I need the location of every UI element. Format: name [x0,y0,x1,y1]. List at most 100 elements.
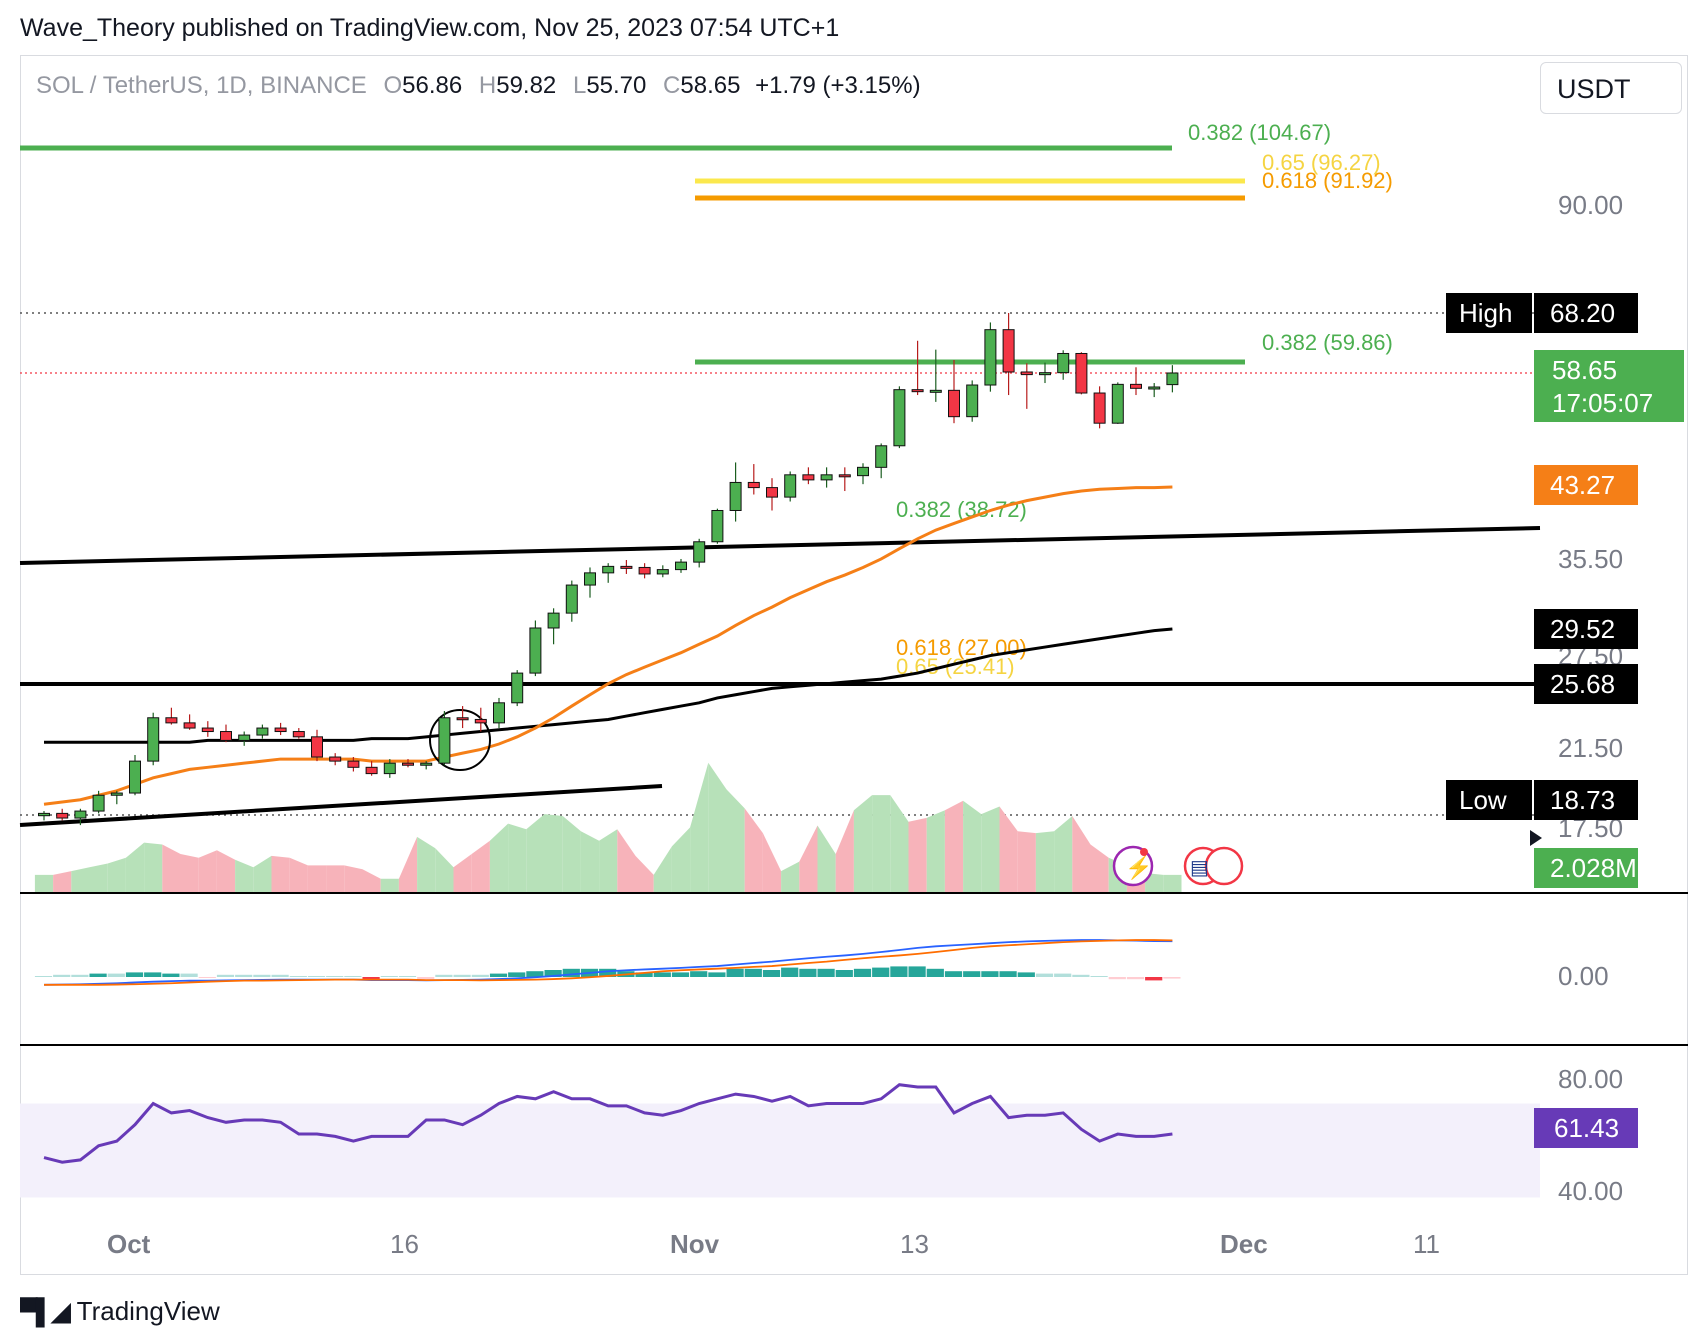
candle-body [584,572,596,586]
event-dot-icon [1140,848,1148,856]
price-badge-tag [1446,293,1532,333]
volume-bar [235,859,254,892]
macd-histogram-bar [253,974,271,977]
volume-bar [781,861,800,892]
flag-glyph: ▤ [1190,857,1209,879]
tradingview-logo[interactable]: ▀▌◢ TradingView [20,1296,220,1327]
volume-bar [253,855,272,892]
candle-body [1002,329,1015,373]
macd-histogram-bar [1090,976,1108,977]
volume-bar [1090,844,1109,892]
volume-bar [1054,816,1073,892]
volume-bar [580,831,600,892]
macd-histogram-bar [562,968,580,977]
volume-bar [34,874,54,892]
rsi-value-badge [1534,1108,1638,1148]
fib-level-label: 0.382 (59.86) [1262,330,1393,355]
candle-body [292,731,305,738]
candle-body [966,384,979,418]
x-axis-label: 16 [390,1229,419,1259]
candle-body [820,474,833,481]
price-badge [1534,780,1638,820]
rsi-line [43,1083,1173,1164]
candle-body [201,727,214,733]
candle-body [529,627,542,674]
price-badge [1534,293,1638,333]
tradingview-logo-icon: ▀▌◢ [20,1297,71,1326]
macd-line [43,939,1173,986]
macd-histogram-bar [653,972,671,977]
macd-histogram-bar [890,966,908,977]
macd-histogram-bar [1108,977,1126,980]
macd-histogram-bar [53,974,71,977]
candle-body [474,718,487,724]
volume-bar [690,762,709,892]
candle-body [729,481,742,511]
fib-level-label: 0.382 (104.67) [1188,120,1331,145]
macd-axis-label: 0.00 [1558,961,1609,991]
candle-body [857,466,869,477]
volume-bar [307,865,327,892]
macd-histogram-bar [690,971,708,977]
lightning-glyph: ⚡ [1125,855,1152,881]
candle-body [1111,383,1124,424]
macd-histogram-bar [125,972,144,977]
volume-bar [344,865,363,892]
macd-histogram-bar [71,974,89,977]
candle-body [802,474,815,481]
countdown-timer: 17:05:07 [1552,388,1653,418]
x-axis-label: Nov [670,1229,720,1259]
open-label: O [383,72,403,99]
volume-bar [817,825,836,892]
open-value: 56.86 [402,72,463,99]
change-value: +1.79 (+3.15%) [755,72,921,99]
macd-histogram-bar [781,967,799,977]
volume-bar [926,810,945,892]
volume-bar [380,878,399,892]
volume-bar [198,850,217,892]
candle-body [1039,372,1051,376]
candle-body [274,727,287,733]
volume-bar [508,823,527,892]
macd-histogram-bar [762,970,781,977]
volume-bar [489,823,509,892]
volume-bar [853,795,873,892]
y-axis-label: 21.50 [1558,733,1623,763]
macd-histogram-bar [671,972,690,977]
volume-bar [835,810,854,892]
volume-bar [125,842,145,892]
candle-body [256,727,269,736]
symbol-name: SOL / TetherUS, 1D, BINANCE [36,72,367,99]
candle-body [675,561,687,571]
macd-histogram-bar [198,977,216,978]
candle-body [129,760,141,794]
tradingview-brand: TradingView [76,1296,220,1326]
candle-body [38,812,50,817]
macd-histogram-bar [817,968,835,977]
currency-button[interactable]: USDT [1540,62,1682,114]
rsi-axis-label: 80.00 [1558,1064,1623,1094]
candle-body [56,812,69,819]
candle-body [183,722,196,729]
volume-bar [471,840,490,892]
fib-level-label: 0.382 (38.72) [896,497,1027,522]
current-price-badge [1534,350,1684,422]
macd-histogram-bar [926,968,944,977]
symbol-legend: SOL / TetherUS, 1D, BINANCE O56.86 H59.8… [36,72,921,100]
volume-bar [635,855,654,892]
volume-bar [326,865,345,892]
macd-histogram-bar [489,973,508,977]
volume-bar [180,854,199,892]
candle-body [456,717,469,721]
candle-body [329,756,342,762]
macd-histogram-bar [508,972,526,977]
macd-histogram-bar [526,971,544,977]
volume-bar [216,850,236,892]
fib-level-label: 0.65 (96.27) [1262,150,1381,175]
macd-histogram-bar [799,968,817,977]
candle-body [92,794,105,812]
candle-body [147,717,160,762]
candle-body [493,702,505,724]
macd-histogram-bar [216,974,235,977]
